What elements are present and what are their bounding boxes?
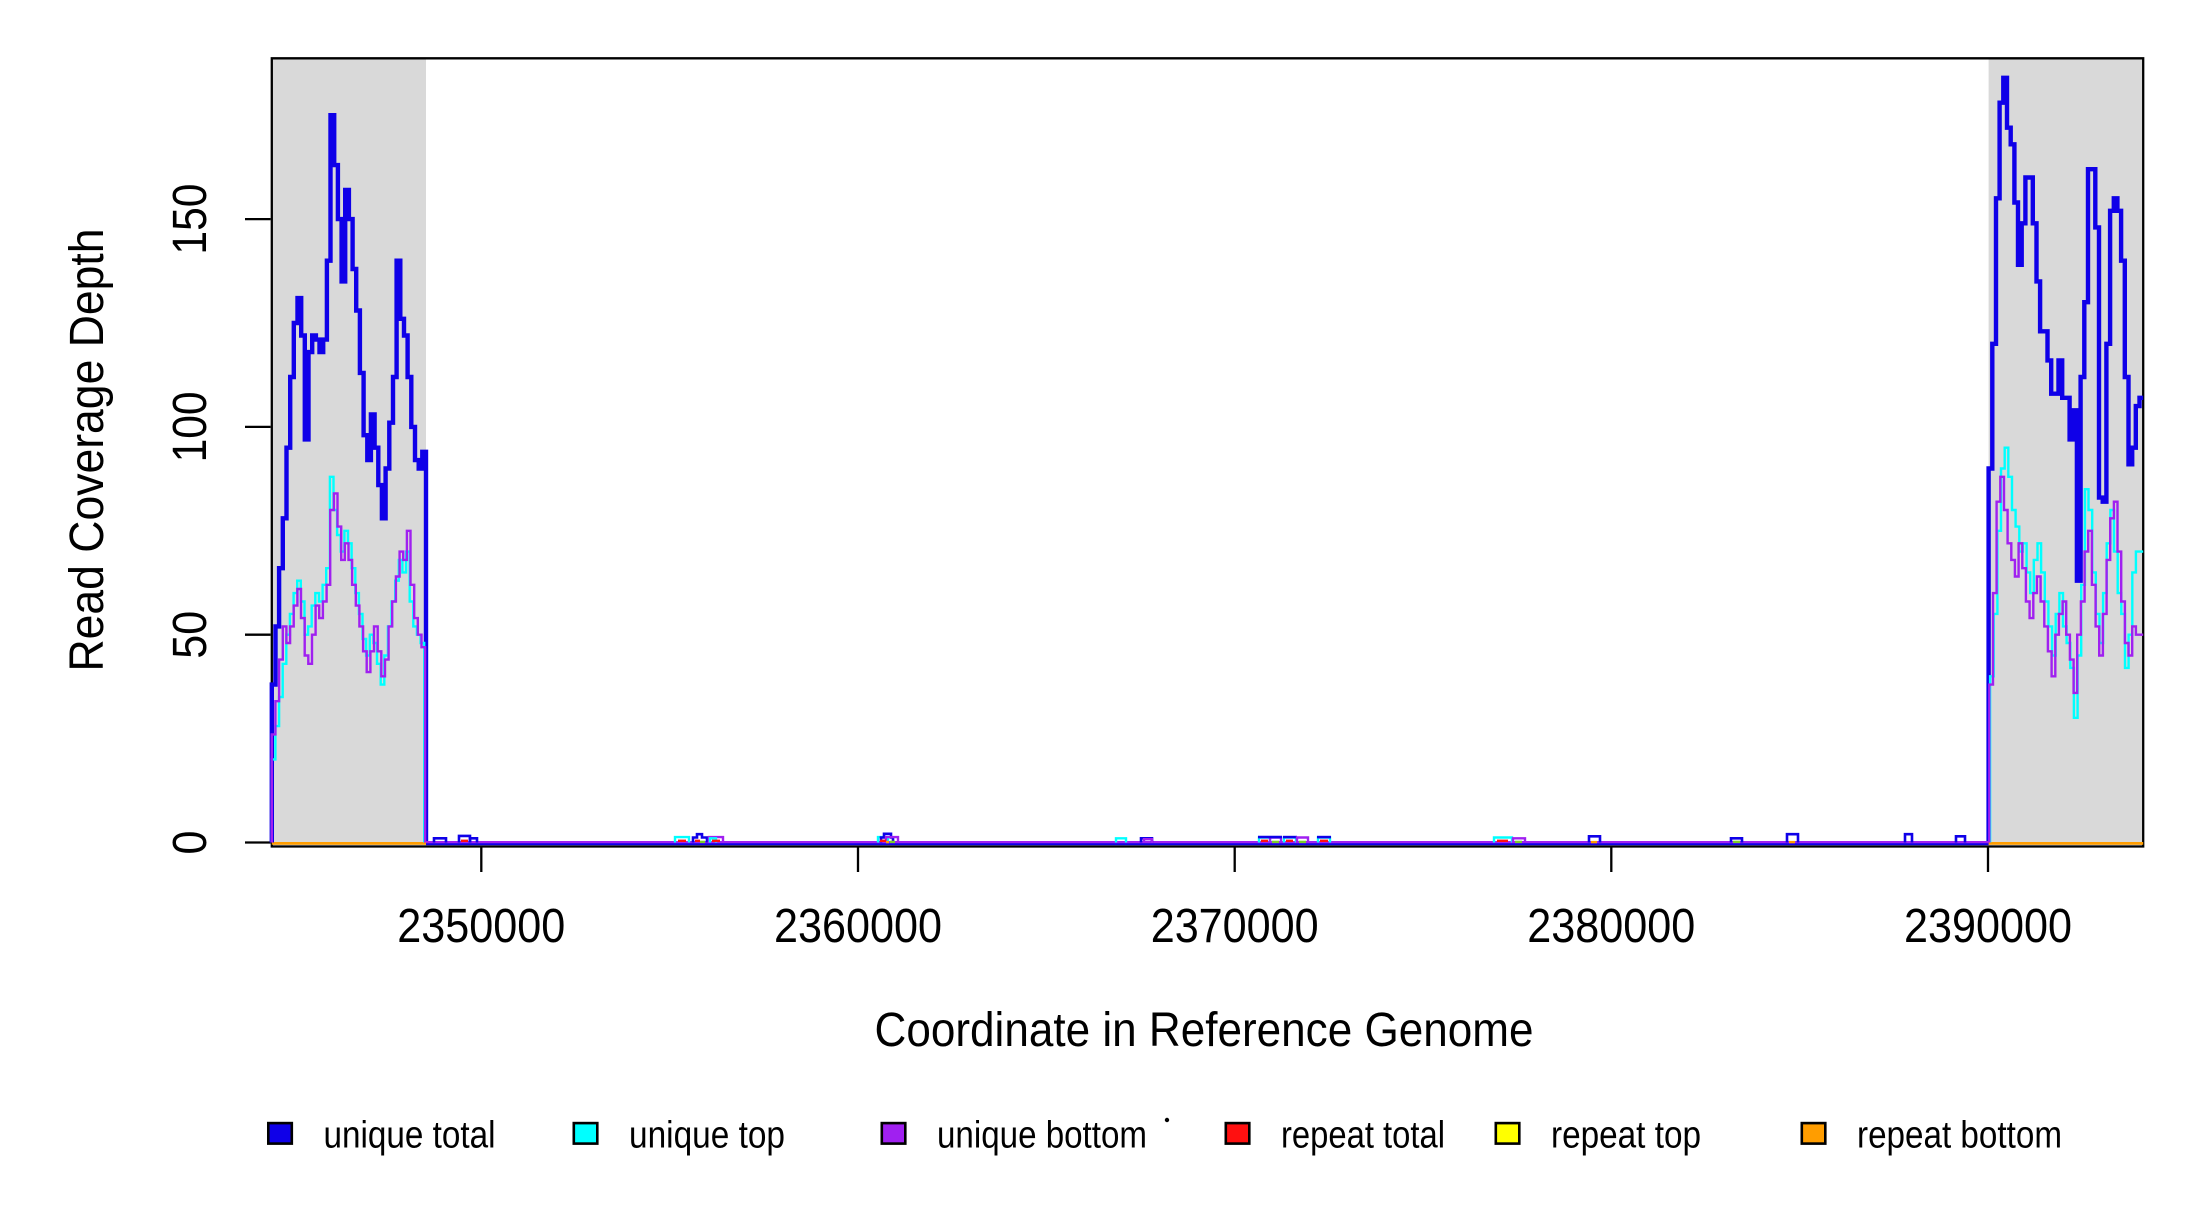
svg-text:unique bottom: unique bottom xyxy=(937,1115,1147,1157)
svg-text:2350000: 2350000 xyxy=(397,900,565,953)
svg-text:2380000: 2380000 xyxy=(1527,900,1695,953)
svg-text:150: 150 xyxy=(164,184,217,255)
svg-text:Coordinate in Reference Genome: Coordinate in Reference Genome xyxy=(875,1004,1534,1057)
svg-text:repeat bottom: repeat bottom xyxy=(1857,1115,2062,1157)
svg-text:2390000: 2390000 xyxy=(1904,900,2072,953)
svg-text:2360000: 2360000 xyxy=(774,900,942,953)
svg-text:100: 100 xyxy=(164,391,217,462)
svg-text:2370000: 2370000 xyxy=(1151,900,1319,953)
svg-text:repeat total: repeat total xyxy=(1281,1115,1445,1157)
svg-text:repeat top: repeat top xyxy=(1551,1115,1701,1157)
svg-text:50: 50 xyxy=(164,611,217,659)
svg-text:unique top: unique top xyxy=(629,1115,785,1157)
svg-text:unique total: unique total xyxy=(324,1115,496,1157)
svg-text:Read Coverage Depth: Read Coverage Depth xyxy=(61,229,114,672)
svg-text:0: 0 xyxy=(164,831,217,855)
